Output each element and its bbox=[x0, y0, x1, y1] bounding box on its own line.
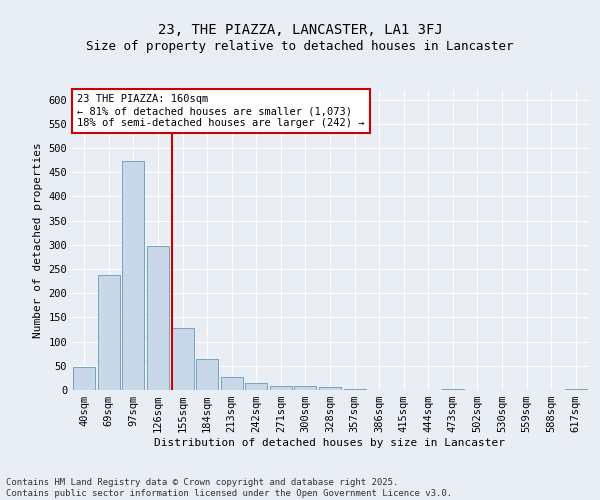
Bar bbox=[442, 388, 464, 390]
Y-axis label: Number of detached properties: Number of detached properties bbox=[33, 142, 43, 338]
Bar bbox=[295, 386, 316, 390]
Bar bbox=[196, 359, 218, 390]
Text: Contains HM Land Registry data © Crown copyright and database right 2025.
Contai: Contains HM Land Registry data © Crown c… bbox=[6, 478, 452, 498]
Bar bbox=[73, 367, 95, 390]
Bar bbox=[270, 386, 292, 390]
Bar bbox=[344, 388, 365, 390]
X-axis label: Distribution of detached houses by size in Lancaster: Distribution of detached houses by size … bbox=[155, 438, 505, 448]
Bar bbox=[122, 161, 145, 390]
Bar bbox=[147, 246, 169, 390]
Bar bbox=[172, 328, 194, 390]
Bar bbox=[98, 275, 120, 390]
Bar bbox=[245, 383, 268, 390]
Text: 23, THE PIAZZA, LANCASTER, LA1 3FJ: 23, THE PIAZZA, LANCASTER, LA1 3FJ bbox=[158, 22, 442, 36]
Bar bbox=[319, 386, 341, 390]
Bar bbox=[221, 378, 243, 390]
Text: Size of property relative to detached houses in Lancaster: Size of property relative to detached ho… bbox=[86, 40, 514, 53]
Text: 23 THE PIAZZA: 160sqm
← 81% of detached houses are smaller (1,073)
18% of semi-d: 23 THE PIAZZA: 160sqm ← 81% of detached … bbox=[77, 94, 365, 128]
Bar bbox=[565, 389, 587, 390]
